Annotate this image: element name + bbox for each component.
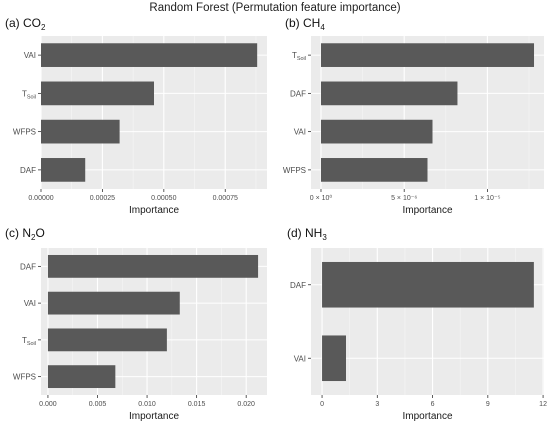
y-tick-label: WFPS	[283, 166, 306, 175]
x-tick-label: 9	[486, 401, 490, 408]
y-tick-label: VAI	[294, 128, 306, 137]
panel-title-d-text: (d) NH	[287, 226, 323, 240]
y-tick-label: DAF	[290, 89, 306, 98]
x-axis-title: Importance	[129, 205, 179, 216]
x-tick-label: 12	[539, 401, 547, 408]
panel-title-c-text: (c) N	[5, 226, 31, 240]
bar-t-soil	[41, 81, 154, 106]
panel-3: DAF VAI 0 3 6 9 12 Importance	[290, 248, 547, 422]
y-tick-label: DAF	[20, 262, 36, 271]
bar-daf	[322, 261, 534, 308]
bar-daf	[47, 254, 259, 278]
y-tick-label: TSoil	[22, 336, 36, 347]
panel-title-b-subscript: 4	[320, 23, 325, 32]
x-tick-label: 6	[431, 401, 435, 408]
y-tick-label: WFPS	[13, 128, 36, 137]
bar-vai	[41, 43, 258, 67]
x-axis-title: Importance	[402, 411, 452, 422]
x-tick-label: 0.000	[39, 401, 57, 408]
x-tick-label: 0.00050	[151, 195, 176, 202]
x-tick-label: 0.010	[138, 401, 156, 408]
panel-title-a-subscript: 2	[41, 23, 46, 32]
y-tick-label: VAI	[24, 51, 36, 60]
panel-title-a-text: (a) CO	[5, 16, 41, 30]
x-tick-label: 0.00075	[213, 195, 238, 202]
panel-0: VAI TSoil WFPS DAF 0.00000 0.00025 0.00050 0.00…	[13, 36, 267, 216]
x-tick-label: 0.020	[237, 401, 255, 408]
bar-t-soil	[320, 43, 535, 67]
figure-title: Random Forest (Permutation feature impor…	[149, 2, 401, 14]
panel-2: DAF VAI TSoil WFPS 0.000 0.005 0.010 0.015 0.020…	[13, 248, 267, 422]
x-tick-label: 0 × 10⁰	[310, 194, 333, 202]
y-tick-label: DAF	[290, 281, 306, 290]
bar-wfps	[41, 119, 120, 144]
x-tick-label: 0.005	[89, 401, 107, 408]
y-tick-label: VAI	[24, 299, 36, 308]
bar-vai	[322, 335, 346, 382]
x-tick-label: 3	[375, 401, 379, 408]
bar-vai	[47, 291, 180, 315]
panel-title-c: (c) N2O	[5, 226, 45, 242]
x-tick-label: 0.00025	[90, 195, 115, 202]
y-tick-label: TSoil	[22, 89, 36, 100]
x-axis-title: Importance	[129, 411, 179, 422]
x-tick-label: 0.015	[188, 401, 206, 408]
bar-wfps	[320, 158, 428, 182]
panel-title-b-text: (b) CH	[285, 16, 321, 30]
bar-t-soil	[47, 328, 167, 352]
y-tick-label: WFPS	[13, 373, 36, 382]
y-tick-label: TSoil	[292, 51, 306, 62]
panel-title-c-suffix: O	[35, 226, 45, 240]
y-tick-label: DAF	[20, 166, 36, 175]
bar-wfps	[47, 365, 116, 389]
bar-vai	[320, 119, 433, 144]
bar-daf	[41, 158, 86, 182]
x-tick-label: 0.00000	[28, 195, 53, 202]
x-axis-title: Importance	[402, 205, 452, 216]
panel-title-d-subscript: 3	[322, 233, 327, 242]
panel-title-a: (a) CO2	[5, 16, 45, 32]
panel-title-d: (d) NH3	[287, 226, 327, 242]
panel-title-c-subscript: 2	[31, 233, 36, 242]
panel-1: TSoil DAF VAI WFPS 0 × 10⁰ 5 × 10⁻⁶ 1 × 10⁻⁵ Im…	[283, 36, 544, 216]
x-tick-label: 5 × 10⁻⁶	[391, 195, 417, 202]
x-tick-label: 1 × 10⁻⁵	[474, 195, 500, 202]
y-tick-label: VAI	[294, 354, 306, 363]
panel-title-b: (b) CH4	[285, 16, 325, 32]
bar-daf	[320, 81, 458, 106]
x-tick-label: 0	[320, 401, 324, 408]
